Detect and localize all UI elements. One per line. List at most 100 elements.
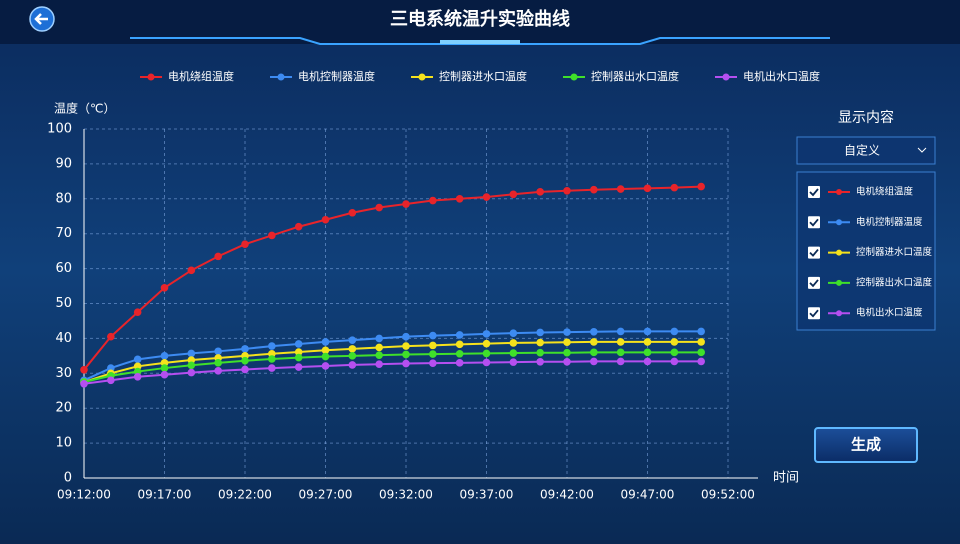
- data-point: [536, 328, 544, 337]
- data-point: [536, 338, 544, 347]
- data-point: [133, 355, 142, 364]
- x-tick-label: 09:27:00: [299, 488, 353, 502]
- checkbox[interactable]: [808, 216, 820, 229]
- dropdown[interactable]: [796, 136, 936, 165]
- data-point: [455, 349, 464, 358]
- data-point: [133, 362, 142, 371]
- header-accent: [440, 40, 520, 44]
- data-point: [348, 345, 357, 353]
- data-point: [536, 188, 544, 196]
- data-point: [616, 338, 625, 346]
- data-point: [160, 352, 169, 360]
- data-point: [268, 342, 276, 350]
- data-point: [80, 366, 88, 374]
- page-title: 三电系统温升实验曲线: [390, 8, 570, 30]
- series-line: [83, 340, 702, 383]
- data-point: [241, 345, 249, 353]
- y-tick-label: 70: [55, 226, 72, 241]
- x-tick-label: 09:52:00: [701, 488, 755, 502]
- series-line: [83, 185, 702, 371]
- data-point: [402, 342, 410, 350]
- data-point: [107, 332, 115, 341]
- data-point: [160, 283, 169, 292]
- data-point: [643, 327, 652, 336]
- data-point: [482, 330, 491, 338]
- checkbox[interactable]: [808, 186, 820, 198]
- header-bar: [0, 0, 960, 44]
- data-point: [616, 327, 625, 336]
- data-point: [429, 331, 437, 340]
- data-point: [348, 208, 357, 217]
- list-dot: [836, 279, 842, 286]
- data-point: [429, 350, 437, 358]
- checkmark: [809, 279, 819, 288]
- list-dot: [836, 249, 842, 256]
- data-point: [455, 331, 464, 339]
- data-point: [133, 372, 142, 381]
- checkbox[interactable]: [808, 276, 820, 289]
- data-point: [563, 338, 571, 347]
- data-point: [590, 357, 598, 366]
- data-point: [107, 376, 115, 385]
- data-point: [509, 349, 518, 357]
- data-point: [482, 339, 491, 348]
- data-point: [294, 353, 303, 362]
- data-point: [482, 193, 491, 201]
- data-point: [214, 252, 222, 261]
- data-point: [429, 341, 437, 350]
- data-point: [536, 357, 544, 366]
- legend-dot: [147, 73, 155, 81]
- legend-dot: [722, 73, 730, 81]
- data-point: [402, 350, 410, 359]
- data-point: [241, 365, 249, 374]
- x-axis-label: 时间: [773, 471, 799, 486]
- list-dot: [836, 189, 842, 195]
- data-point: [509, 190, 518, 199]
- data-point: [187, 356, 196, 364]
- legend-dot: [418, 73, 426, 81]
- data-point: [455, 359, 464, 367]
- y-tick-label: 100: [47, 122, 72, 137]
- data-point: [133, 367, 142, 376]
- data-point: [294, 340, 303, 348]
- checkbox[interactable]: [808, 307, 820, 320]
- panel-title: 显示内容: [838, 109, 894, 126]
- list-dot: [836, 219, 842, 226]
- y-axis-label: 温度（℃）: [54, 101, 115, 116]
- data-point: [160, 359, 169, 367]
- list-label: 电机绕组温度: [856, 186, 914, 198]
- data-point: [375, 334, 383, 343]
- data-point: [160, 370, 169, 379]
- data-point: [187, 368, 196, 377]
- data-point: [616, 185, 625, 193]
- data-point: [509, 339, 518, 347]
- list-label: 电机控制器温度: [856, 216, 923, 228]
- data-point: [590, 185, 598, 194]
- checkbox[interactable]: [808, 246, 820, 259]
- data-point: [616, 348, 625, 357]
- data-point: [643, 348, 652, 357]
- data-point: [697, 357, 705, 366]
- y-tick-label: 60: [55, 261, 72, 276]
- x-tick-label: 09:22:00: [218, 488, 272, 502]
- data-point: [697, 348, 705, 357]
- data-point: [590, 348, 598, 357]
- data-point: [294, 363, 303, 371]
- checkmark: [809, 188, 819, 197]
- data-point: [563, 186, 571, 195]
- data-point: [214, 347, 222, 356]
- data-point: [268, 231, 276, 240]
- data-point: [670, 338, 679, 346]
- x-tick-label: 09:17:00: [138, 488, 192, 502]
- data-point: [160, 364, 169, 372]
- dropdown-value: 自定义: [844, 143, 880, 158]
- generate-button[interactable]: [814, 427, 918, 463]
- checkmark: [809, 309, 819, 318]
- data-point: [214, 367, 222, 375]
- y-tick-label: 0: [64, 471, 72, 486]
- back-icon: [34, 13, 48, 25]
- data-point: [643, 357, 652, 366]
- data-point: [321, 352, 330, 361]
- legend-label: 控制器出水口温度: [591, 69, 679, 83]
- data-point: [187, 361, 196, 370]
